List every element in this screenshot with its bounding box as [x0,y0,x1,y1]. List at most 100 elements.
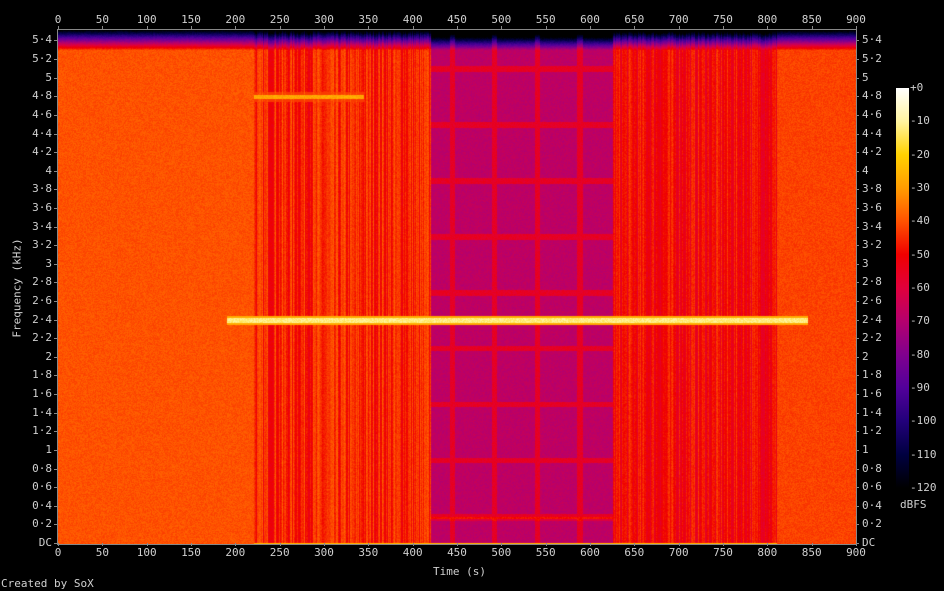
x-tick-label-bottom: 850 [801,546,822,559]
y-tick-mark [54,412,57,414]
y-tick-label-left: 3·2 [32,238,52,252]
y-tick-mark [856,468,859,470]
y-tick-mark [856,189,859,191]
x-tick-label-bottom: 0 [54,546,62,559]
x-tick-label-top: 450 [447,13,467,26]
x-tick-label-bottom: 650 [624,546,645,559]
y-tick-mark [54,356,57,358]
x-tick-mark [235,26,237,29]
y-tick-label-left: 2 [45,349,52,363]
x-tick-label-top: 500 [491,13,512,26]
y-tick-mark [54,263,57,265]
x-tick-label-top: 200 [225,13,246,26]
y-tick-label-left: 3 [45,256,52,270]
x-tick-label-top: 250 [269,13,290,26]
x-tick-mark [811,26,813,29]
x-tick-mark [191,26,192,29]
y-tick-mark [856,263,859,265]
x-tick-label-top: 50 [95,13,109,26]
x-tick-label-top: 650 [624,13,645,26]
y-tick-mark [856,356,859,358]
y-tick-label-left: 4·8 [32,89,52,103]
x-tick-mark [545,26,547,29]
y-tick-mark [54,505,57,507]
y-tick-mark [54,431,57,433]
x-tick-mark [678,543,680,546]
y-tick-label-left: 1·2 [32,424,52,438]
y-tick-label-left: 5·4 [32,33,52,47]
x-tick-mark [767,26,769,29]
x-tick-mark [324,543,325,546]
x-tick-label-bottom: 300 [314,546,334,559]
y-tick-mark [54,152,57,154]
x-tick-label-bottom: 800 [757,546,778,559]
x-tick-label-top: 400 [402,13,423,26]
y-tick-label-right: 4·4 [862,126,882,140]
y-tick-mark [54,394,57,396]
colorbar-tick-label: -30 [910,181,930,194]
y-tick-label-right: 3·4 [862,219,882,233]
y-tick-mark [54,487,57,489]
y-tick-label-right: 5 [862,70,869,84]
y-tick-label-right: 4 [862,163,869,177]
y-tick-label-right: 1·2 [862,424,882,438]
y-tick-mark [856,96,859,98]
x-tick-mark [102,26,104,29]
y-tick-mark [856,226,859,228]
y-tick-label-right: 2·2 [862,331,882,345]
y-tick-label-right: 1·6 [862,387,882,401]
x-tick-mark [368,543,370,546]
x-tick-label-bottom: 550 [535,546,556,559]
x-tick-label-top: 900 [846,13,866,26]
x-tick-label-top: 300 [314,13,334,26]
y-tick-mark [856,59,859,61]
x-tick-mark [634,543,636,546]
y-tick-label-right: 0·6 [862,480,882,494]
x-tick-mark [235,543,237,546]
x-tick-label-bottom: 350 [358,546,379,559]
y-tick-mark [856,338,859,340]
y-tick-label-left: DC [38,536,52,549]
y-tick-mark [856,282,859,284]
y-tick-mark [54,245,57,247]
x-tick-mark [412,26,414,29]
y-tick-label-left: 4·4 [32,126,52,140]
spectrogram-plot [57,29,857,545]
colorbar-tick-label: -110 [910,447,937,461]
y-tick-label-left: 4·6 [32,107,52,121]
x-tick-mark [324,26,325,29]
y-tick-mark [54,96,57,98]
y-tick-label-right: 2·4 [862,312,882,326]
x-tick-mark [545,543,547,546]
y-tick-mark [856,40,859,42]
y-tick-mark [54,170,57,172]
y-tick-mark [54,77,57,79]
y-tick-label-right: 2 [862,349,869,363]
x-tick-mark [634,26,636,29]
y-tick-label-right: 5·4 [862,33,882,47]
y-tick-label-left: 4·2 [32,145,52,159]
y-tick-mark [856,207,859,209]
y-tick-label-left: 2·4 [32,312,52,326]
colorbar-tick-label: -90 [910,381,930,394]
y-tick-label-left: 2·6 [32,294,52,308]
x-tick-mark [146,543,148,546]
x-tick-label-top: 350 [358,13,379,26]
x-tick-label-bottom: 150 [181,546,201,559]
y-tick-mark [856,449,859,451]
y-tick-label-left: 1 [45,442,52,456]
colorbar-tick-label: -70 [910,314,930,328]
y-tick-mark [54,133,57,135]
y-tick-mark [856,301,859,303]
y-tick-label-right: 1 [862,442,869,456]
x-tick-mark [412,543,414,546]
x-tick-label-top: 750 [713,13,733,26]
footer-credit: Created by SoX [1,577,94,590]
x-tick-mark [767,543,769,546]
y-tick-label-right: 0·2 [862,517,882,531]
x-tick-label-bottom: 600 [580,546,600,559]
x-tick-mark [856,26,857,29]
y-tick-mark [856,170,859,172]
y-tick-label-left: 1·4 [32,405,52,419]
x-tick-mark [191,543,192,546]
